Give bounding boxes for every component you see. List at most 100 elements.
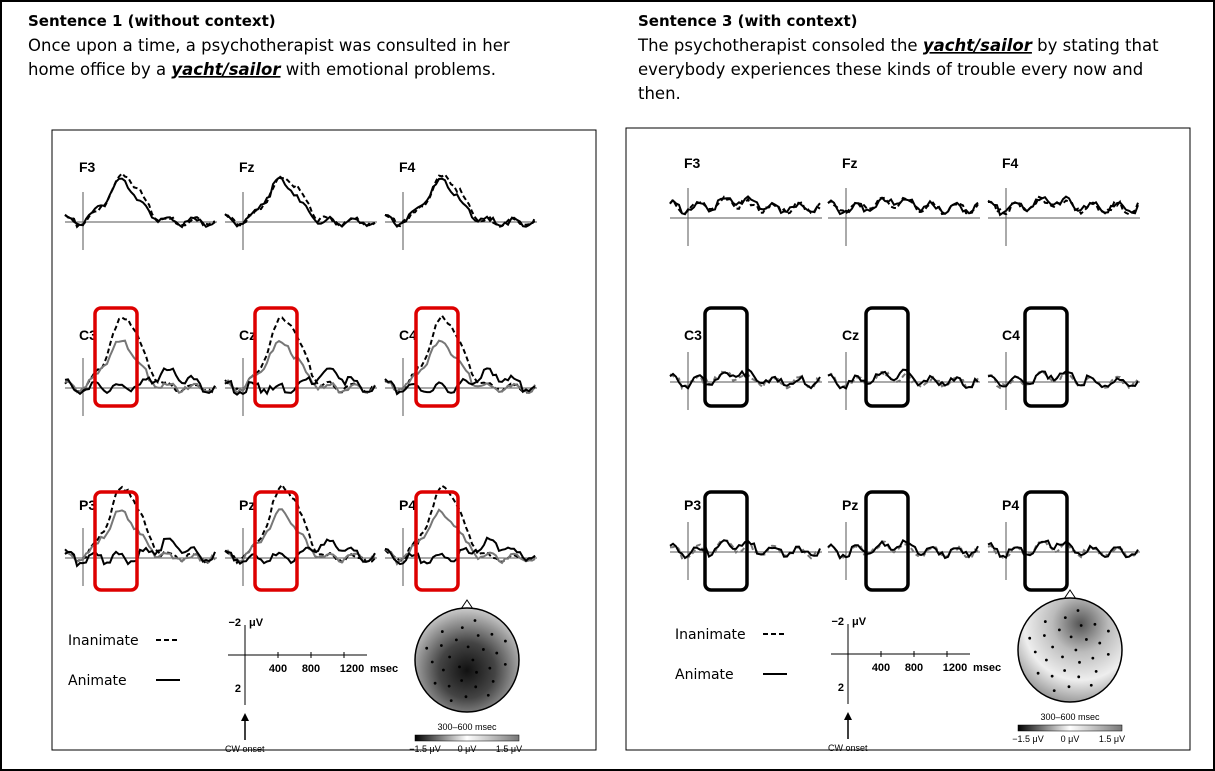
colorbar-label: 0 μV (1061, 734, 1080, 744)
electrode-label: F3 (79, 159, 96, 175)
onset-label: CW onset (828, 743, 868, 753)
sentence-part: everybody experiences these kinds of tro… (638, 60, 1143, 79)
dashed-waveform (64, 485, 216, 565)
electrode-dot (1057, 628, 1061, 632)
electrode-label: Cz (842, 327, 859, 343)
solid-waveform (224, 538, 376, 565)
nose (1063, 589, 1077, 600)
electrode-dot (1044, 658, 1048, 662)
sentence-part: home office by a (28, 60, 171, 79)
solid-waveform (384, 367, 536, 396)
nose (460, 599, 474, 610)
electrode-dot (474, 685, 478, 689)
electrode-dot (439, 644, 443, 647)
electrode-dot (1042, 634, 1046, 637)
electrode-label: Fz (239, 159, 255, 175)
sentence-part: with emotional problems. (280, 60, 495, 79)
electrode-dot (1051, 645, 1055, 649)
sentence-line: home office by a yacht/sailor with emoti… (28, 60, 496, 79)
electrode-dot (486, 693, 490, 697)
electrode-dot (1077, 675, 1081, 679)
electrode-dot (490, 632, 494, 636)
electrode-dot (471, 658, 475, 662)
dashed-waveform (64, 316, 216, 394)
solid-waveform (827, 196, 979, 216)
colorbar-label: −1.5 μV (1012, 734, 1043, 744)
electrode-dot (458, 665, 461, 669)
electrode-dot (1076, 609, 1080, 612)
scale-label: μV (852, 616, 867, 628)
legend-label: Inanimate (675, 627, 746, 643)
scale-label: 800 (905, 662, 923, 674)
highlight-box (864, 490, 910, 592)
electrode-dot (466, 645, 470, 649)
sentence-line: everybody experiences these kinds of tro… (638, 60, 1143, 79)
electrode-label: F4 (1002, 155, 1019, 171)
electrode-dot (1067, 685, 1071, 689)
legend-label: Inanimate (68, 633, 139, 649)
electrode-label: Pz (239, 497, 255, 513)
arrow-head (241, 713, 249, 721)
electrode-dot (1050, 674, 1054, 678)
electrode-dot (1094, 669, 1098, 673)
electrode-dot (430, 660, 434, 664)
electrode-label: Pz (842, 497, 858, 513)
scale-label: 400 (872, 662, 890, 674)
electrode-dot (1069, 635, 1073, 639)
topo-window: 300–600 msec (1040, 712, 1100, 722)
solid-waveform (64, 537, 216, 568)
electrode-dot (476, 634, 480, 637)
highlight-box (93, 490, 139, 592)
scale-label: msec (973, 662, 1001, 674)
scale-label: 1200 (943, 662, 967, 674)
colorbar-label: 0 μV (458, 744, 477, 754)
dashed-waveform (384, 173, 536, 229)
scale-label: −2 (228, 617, 241, 629)
electrode-dot (1079, 624, 1083, 627)
highlight-box (93, 306, 139, 408)
electrode-dot (1074, 648, 1078, 652)
heading: Sentence 1 (without context) (28, 12, 276, 30)
solid-waveform (987, 539, 1139, 560)
electrode-dot (1106, 652, 1110, 656)
figure-box (625, 127, 1191, 751)
scale-label: 2 (838, 682, 844, 694)
electrode-dot (448, 655, 452, 659)
electrode-dot (1085, 638, 1088, 641)
scale-label: 2 (235, 683, 241, 695)
electrode-dot (449, 699, 453, 703)
colorbar (1017, 724, 1123, 732)
electrode-dot (454, 638, 458, 642)
electrode-dot (1106, 629, 1110, 633)
electrode-dot (460, 626, 464, 629)
solid-waveform (827, 539, 979, 560)
highlight-box (414, 490, 460, 592)
electrode-dot (1028, 636, 1032, 640)
solid-waveform (224, 367, 376, 396)
legend-label: Animate (68, 673, 127, 689)
electrode-label: P4 (399, 497, 416, 513)
solid-waveform (384, 177, 536, 229)
electrode-dot (1061, 655, 1064, 659)
highlight-box (253, 490, 299, 592)
colorbar-label: −1.5 μV (409, 744, 440, 754)
sentence-line: The psychotherapist consoled the yacht/s… (637, 36, 1159, 55)
dashed-waveform (384, 313, 536, 395)
solid-waveform (827, 368, 979, 390)
electrode-dot (464, 695, 468, 699)
dashed-waveform (669, 195, 821, 215)
electrode-dot (1098, 641, 1102, 645)
electrode-dot (482, 648, 485, 651)
sentence-part: by stating that (1032, 36, 1159, 55)
solid-waveform (64, 339, 216, 394)
scale-label: 800 (302, 663, 320, 675)
solid-waveform (669, 367, 821, 390)
dashed-waveform (987, 369, 1139, 390)
sentence-part: yacht/sailor (171, 60, 281, 79)
heading: Sentence 3 (with context) (638, 12, 857, 30)
solid-waveform (224, 176, 376, 228)
electrode-dot (475, 670, 478, 674)
electrode-dot (503, 662, 507, 666)
